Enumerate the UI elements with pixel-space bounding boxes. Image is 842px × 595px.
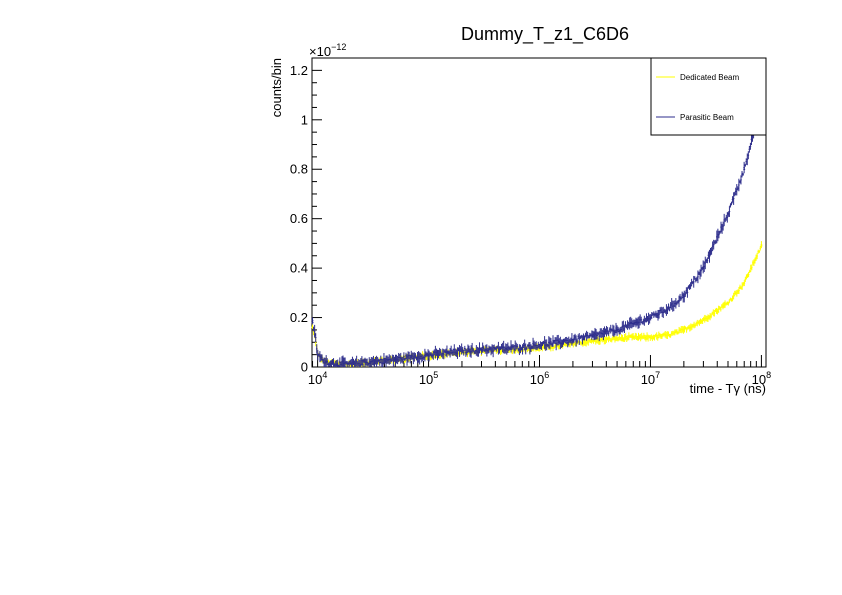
series-parasitic-beam (311, 128, 755, 367)
x-tick-label: 108 (752, 370, 771, 387)
y-exponent-power: −12 (331, 42, 346, 52)
legend-label: Dedicated Beam (680, 73, 739, 82)
y-tick-label: 0 (301, 360, 308, 375)
y-tick-label: 0.8 (290, 162, 308, 177)
x-tick-label: 107 (641, 370, 660, 387)
plot-area (311, 57, 767, 368)
plot-frame (311, 57, 767, 368)
x-axis: 104 105 106 107 108 (308, 355, 771, 387)
x-tick-label: 105 (419, 370, 438, 387)
x-tick-base: 10 (530, 372, 544, 387)
y-tick-label: 0.2 (290, 310, 308, 325)
x-tick-label: 106 (530, 370, 549, 387)
legend-label: Parasitic Beam (680, 113, 734, 122)
y-exponent-base: ×10 (309, 44, 331, 59)
y-axis-label: counts/bin (269, 58, 284, 117)
series-layer (311, 128, 763, 367)
legend: Dedicated Beam Parasitic Beam (650, 57, 767, 136)
x-tick-base: 10 (641, 372, 655, 387)
y-tick-label: 0.4 (290, 261, 308, 276)
y-tick-label: 1 (301, 112, 308, 127)
svg-text:×10−12: ×10−12 (309, 42, 346, 59)
x-tick-exponent: 7 (655, 370, 660, 380)
x-tick-exponent: 4 (322, 370, 327, 380)
x-tick-base: 10 (419, 372, 433, 387)
x-tick-exponent: 5 (433, 370, 438, 380)
x-tick-exponent: 8 (766, 370, 771, 380)
x-tick-base: 10 (308, 372, 322, 387)
x-tick-exponent: 6 (544, 370, 549, 380)
chart-title: Dummy_T_z1_C6D6 (461, 24, 629, 45)
x-tick-label: 104 (308, 370, 327, 387)
y-axis-exponent: ×10−12 (309, 42, 346, 59)
y-tick-label: 1.2 (290, 63, 308, 78)
x-tick-base: 10 (752, 372, 766, 387)
legend-box (650, 57, 767, 136)
y-tick-label: 0.6 (290, 211, 308, 226)
y-axis: 0 0.2 0.4 0.6 0.8 1 1.2 (290, 63, 322, 375)
x-axis-label: time - Tγ (ns) (690, 381, 766, 396)
